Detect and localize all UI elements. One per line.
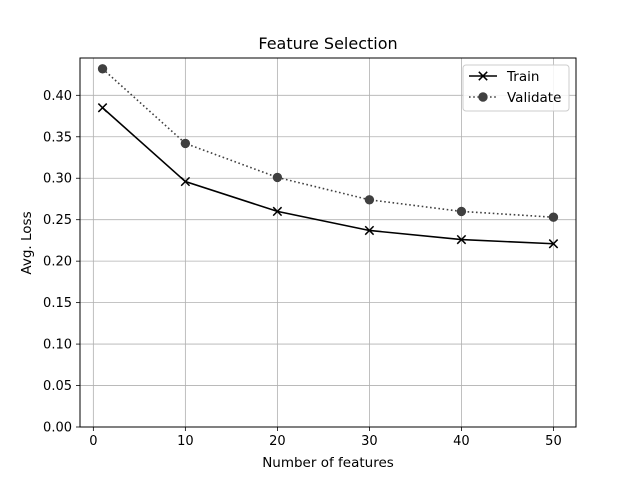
y-tick-label: 0.10 — [43, 338, 72, 353]
data-point — [548, 212, 559, 222]
legend: Train Validate — [462, 64, 570, 112]
legend-marker — [478, 92, 488, 102]
y-tick-label: 0.00 — [43, 421, 72, 436]
legend-marker — [478, 71, 488, 81]
x-tick-label: 0 — [89, 434, 97, 449]
axis-ticks: 0 10 20 30 40 50 0.00 0.05 0.10 0.15 0.20 0.25 0.30 0… — [43, 89, 562, 449]
legend-label: Validate — [507, 90, 561, 106]
series-line — [102, 68, 554, 219]
data-point — [456, 234, 467, 245]
x-axis-label: Number of features — [262, 455, 394, 471]
series-layer — [97, 64, 559, 249]
x-tick-label: 30 — [361, 434, 378, 449]
data-point — [272, 172, 283, 183]
x-tick-label: 40 — [453, 434, 470, 449]
data-point — [97, 64, 108, 74]
y-axis-label: Avg. Loss — [19, 211, 35, 274]
legend-item-validate: Validate — [469, 90, 561, 106]
chart-title: Feature Selection — [258, 34, 397, 53]
data-point — [97, 103, 108, 113]
data-point — [180, 176, 191, 187]
data-point — [548, 239, 559, 249]
legend-label: Train — [506, 69, 539, 85]
grid-lines — [80, 58, 576, 428]
y-tick-label: 0.05 — [43, 379, 72, 394]
x-tick-label: 50 — [545, 434, 562, 449]
y-tick-label: 0.30 — [43, 172, 72, 187]
y-tick-label: 0.25 — [43, 213, 72, 228]
legend-item-train: Train — [469, 69, 539, 85]
y-tick-label: 0.40 — [43, 89, 72, 104]
data-point — [456, 206, 467, 217]
data-point — [364, 225, 375, 236]
x-tick-label: 20 — [269, 434, 286, 449]
y-tick-label: 0.35 — [43, 130, 72, 145]
series-train — [97, 103, 559, 249]
data-point — [180, 138, 191, 149]
y-tick-label: 0.20 — [43, 255, 72, 270]
x-tick-label: 10 — [177, 434, 194, 449]
data-point — [272, 206, 283, 217]
series-validate — [97, 64, 559, 222]
series-line — [102, 107, 554, 245]
y-tick-label: 0.15 — [43, 296, 72, 311]
data-point — [364, 195, 375, 205]
plot-frame — [79, 57, 577, 428]
